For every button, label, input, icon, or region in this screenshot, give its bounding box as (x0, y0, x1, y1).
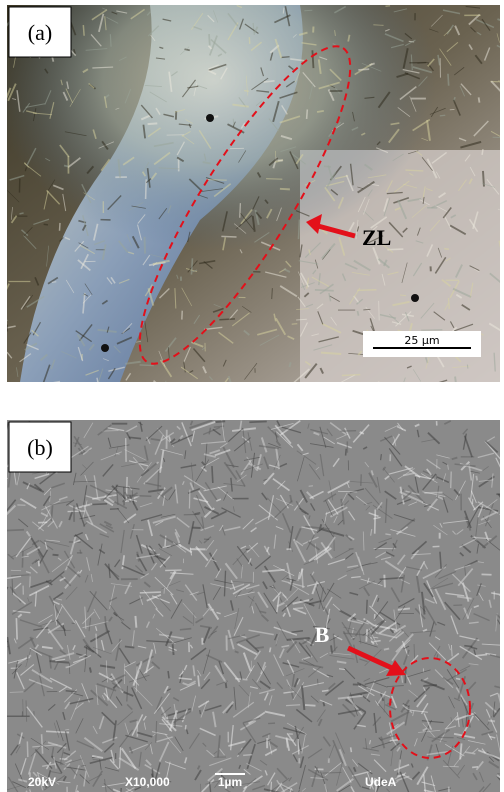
sem-info: 20kV (28, 775, 56, 789)
figure: (a) ZL 25 µm (b) B 20kV X10,000 1µm UdeA (0, 0, 504, 792)
annotation: B (315, 622, 330, 647)
annotation: ZL (362, 225, 391, 250)
panel-b (0, 420, 504, 792)
sem-info: X10,000 (125, 775, 170, 789)
scale-bar-label: 25 µm (404, 334, 439, 347)
panel-label: (b) (27, 435, 53, 460)
panel-label: (a) (28, 20, 52, 45)
sem-info: UdeA (365, 775, 397, 789)
sem-info: 1µm (218, 775, 242, 789)
